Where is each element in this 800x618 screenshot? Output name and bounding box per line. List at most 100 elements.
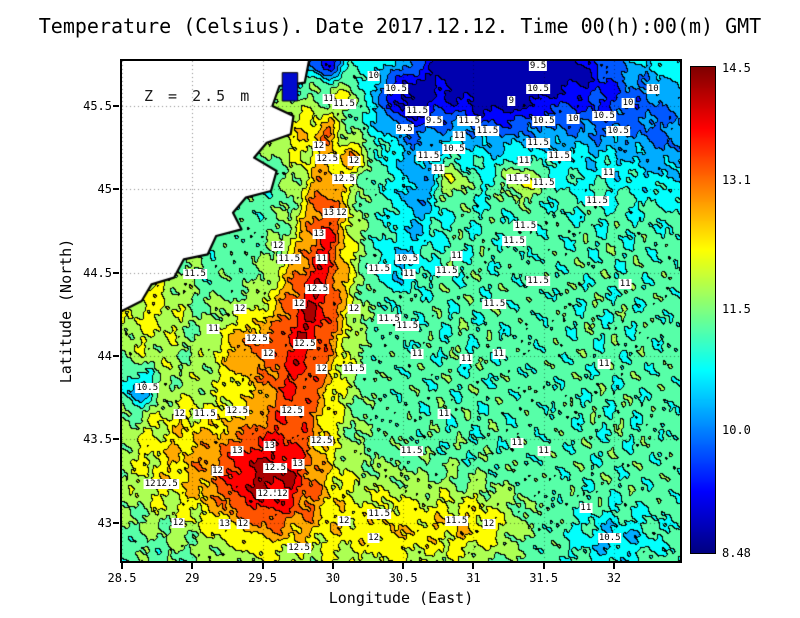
y-axis-tick-label: 43.5 [83, 432, 112, 447]
contour-label: 11.5 [585, 196, 609, 206]
contour-label: 10.5 [526, 84, 550, 95]
contour-label: 10.5 [135, 382, 160, 393]
x-axis-tick-label: 31 [466, 571, 481, 585]
contour-label: 12 [173, 409, 187, 420]
contour-label: 11 [410, 349, 424, 360]
x-axis-tick [612, 563, 615, 569]
contour-label: 11.5 [377, 314, 401, 325]
contour-label: 10 [621, 97, 635, 108]
contour-label: 9.5 [395, 124, 414, 135]
plot-area: 9.5 10 10.5 9 10 11 11.5 10.5 9.5 9.5 11.5 10.5 10 10… [120, 59, 682, 563]
colorbar [690, 66, 716, 554]
contour-label: 11 [579, 502, 593, 513]
y-axis-tick-label: 44 [97, 349, 112, 363]
x-axis-tick [261, 563, 264, 569]
contour-label: 9.5 [424, 116, 444, 126]
y-axis-tick [113, 188, 119, 191]
contour-label: 12.5 [309, 436, 334, 446]
contour-label: 11.5 [506, 174, 531, 185]
colorbar-tick-label: 8.48 [722, 545, 751, 560]
contour-label: 10.5 [531, 116, 556, 126]
contour-label: 12 [211, 466, 224, 476]
contour-label: 10 [566, 114, 580, 125]
contour-label: 11.5 [475, 126, 500, 136]
contour-label: 11 [315, 254, 328, 265]
contour-label: 11 [206, 324, 220, 335]
contour-label: 12 [315, 364, 328, 375]
contour-label: 12.5 [332, 174, 356, 185]
contour-label: 12.5 [292, 339, 317, 350]
x-axis-tick [542, 563, 545, 569]
contour-label: 11.5 [367, 509, 392, 520]
contour-label: 12 [312, 141, 326, 151]
contour-label: 12.5 [315, 154, 340, 165]
contour-label: 11.5 [526, 137, 550, 148]
x-axis-tick [472, 563, 475, 569]
contour-label: 11.5 [526, 276, 550, 286]
contour-label: 12.5 [155, 479, 179, 490]
contour-label: 10.5 [592, 111, 616, 121]
contour-label: 11.5 [502, 236, 526, 246]
contour-label: 12 [482, 519, 496, 530]
x-axis-tick-label: 29.5 [248, 571, 277, 585]
contour-label: 11 [322, 94, 336, 105]
contour-label: 10.5 [606, 126, 630, 136]
contour-label: 11 [517, 156, 531, 166]
y-axis-tick [113, 105, 119, 107]
contour-label: 10 [646, 84, 660, 95]
contour-label: 11.5 [277, 254, 302, 265]
contour-label: 12.5 [225, 406, 250, 416]
contour-label: 11 [450, 251, 463, 261]
x-axis-tick-label: 29 [185, 571, 200, 585]
contour-label: 11 [402, 269, 416, 280]
x-axis-tick-label: 32 [606, 571, 622, 585]
contour-label: 10.5 [597, 532, 622, 543]
contour-label: 11.5 [444, 516, 469, 526]
contour-label: 12 [171, 517, 185, 528]
contour-label: 9.5 [528, 61, 548, 71]
x-axis-title: Longitude (East) [328, 589, 474, 607]
contour-label: 13 [230, 446, 244, 456]
y-axis-tick-label: 44.5 [83, 265, 112, 280]
x-axis-tick-label: 31.5 [529, 571, 559, 585]
contour-label: 12.5 [256, 489, 281, 500]
contour-label: 10.5 [395, 254, 420, 265]
chart-title: Temperature (Celsius). Date 2017.12.12. … [38, 14, 762, 38]
contour-label: 11 [618, 279, 632, 290]
contour-label: 12 [143, 479, 157, 490]
contour-label: 10 [367, 71, 380, 81]
y-axis-tick-label: 45.5 [83, 99, 112, 113]
contour-label: 11 [452, 131, 466, 141]
colorbar-tick-label: 10.0 [722, 423, 751, 438]
contour-label: 11 [597, 359, 611, 370]
colorbar-canvas [691, 67, 715, 553]
contour-label: 12 [275, 489, 289, 500]
contour-label: 11 [459, 354, 473, 365]
contour-label: 11.5 [193, 409, 217, 420]
contour-label: 11.5 [416, 151, 441, 161]
contour-label: 12.5 [287, 542, 311, 553]
contour-labels-layer: 9.5 10 10.5 9 10 11 11.5 10.5 9.5 9.5 11.5 10.5 10 10… [122, 61, 680, 561]
contour-label: 10.5 [441, 144, 466, 155]
x-axis-tick-label: 30 [325, 571, 341, 585]
contour-label: 11.5 [342, 364, 366, 375]
contour-label: 9 [507, 96, 516, 106]
colorbar-tick-label: 13.1 [722, 173, 751, 188]
contour-label: 11.5 [434, 266, 459, 276]
depth-annotation: Z = 2.5 m [144, 87, 253, 105]
contour-label: 11.5 [399, 446, 424, 456]
y-axis-title: Latitude (North) [57, 238, 75, 384]
contour-label: 11.5 [457, 116, 481, 126]
y-axis-tick [113, 521, 119, 524]
contour-label: 12 [367, 532, 380, 543]
contour-canvas [122, 61, 680, 561]
contour-label: 11.5 [332, 99, 356, 110]
contour-label: 11.5 [513, 221, 538, 231]
contour-label: 12.5 [263, 462, 288, 473]
contour-label: 12 [347, 304, 361, 315]
contour-label: 11 [431, 164, 445, 175]
contour-label: 12.5 [305, 284, 330, 295]
contour-label: 12 [334, 207, 348, 218]
y-axis-tick-label: 45 [97, 182, 112, 197]
